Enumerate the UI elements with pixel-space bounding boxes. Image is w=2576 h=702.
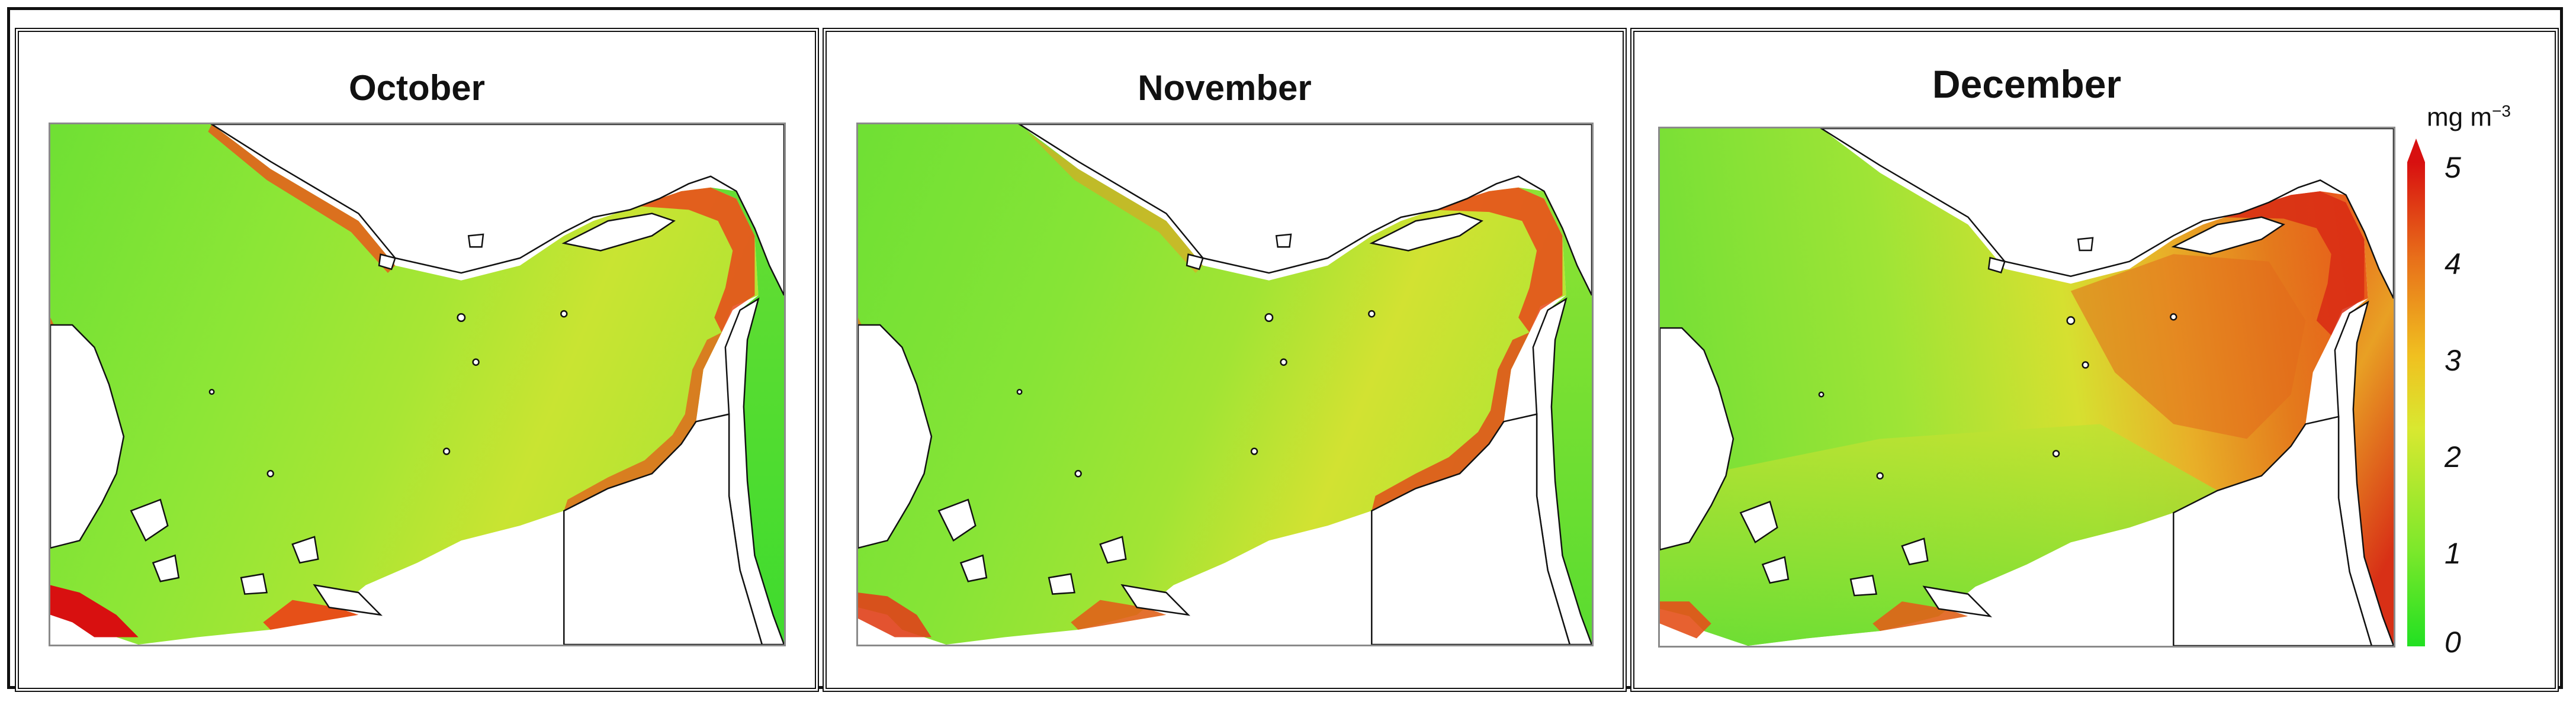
chlorophyll-map-october bbox=[50, 124, 784, 645]
small-island bbox=[457, 313, 466, 323]
central-bloom bbox=[2070, 254, 2306, 439]
small-island bbox=[442, 447, 451, 455]
sw-coast-bloom bbox=[858, 592, 932, 637]
gulf-water bbox=[858, 124, 1566, 645]
small-island bbox=[472, 358, 480, 366]
qeshm-island bbox=[2171, 216, 2285, 255]
strait-bloom bbox=[637, 187, 755, 333]
small-island bbox=[1074, 469, 1082, 478]
small-island bbox=[1250, 447, 1258, 455]
south-gulf-water bbox=[1660, 424, 2218, 646]
small-island bbox=[1280, 358, 1287, 366]
sw-coast-bloom bbox=[50, 585, 139, 637]
iran-land bbox=[1018, 124, 1592, 296]
arabia-land bbox=[1660, 327, 1735, 550]
qeshm-island bbox=[1369, 212, 1483, 252]
colorbar-arrow bbox=[2407, 139, 2425, 162]
small-island bbox=[2066, 316, 2076, 326]
panel-title: November bbox=[1138, 68, 1312, 108]
chlorophyll-map-december bbox=[1660, 128, 2394, 646]
gulf-water bbox=[50, 124, 759, 645]
colorbar-ramp bbox=[2407, 162, 2425, 646]
small-island bbox=[2170, 313, 2177, 321]
small-island bbox=[1368, 310, 1376, 318]
strait-bloom bbox=[1430, 187, 1563, 333]
panel-november: November bbox=[823, 28, 1627, 692]
small-island bbox=[2082, 361, 2089, 369]
small-island bbox=[2052, 450, 2060, 458]
east-coast-bloom bbox=[1371, 332, 1530, 511]
colorbar-tick-2: 2 bbox=[2445, 440, 2461, 474]
north-coast-bloom bbox=[1026, 131, 1203, 273]
panel-title: December bbox=[1932, 62, 2122, 106]
map-november bbox=[856, 123, 1594, 646]
south-island-1 bbox=[291, 536, 319, 564]
qatar-island-1 bbox=[1739, 500, 1778, 544]
uae-land bbox=[2173, 416, 2373, 646]
colorbar-unit: mg m−3 bbox=[2427, 102, 2511, 133]
south-island-2 bbox=[1120, 584, 1191, 616]
south-island-1 bbox=[1099, 536, 1127, 564]
north-island-1 bbox=[378, 253, 396, 271]
map-december bbox=[1658, 127, 2395, 648]
south-island-3 bbox=[1048, 573, 1075, 595]
small-island bbox=[266, 469, 274, 478]
south-island-1 bbox=[1901, 537, 1929, 566]
qatar-island-2 bbox=[152, 554, 180, 582]
qeshm-island bbox=[561, 212, 676, 252]
small-island bbox=[1264, 313, 1274, 323]
oman-water bbox=[1518, 187, 1592, 645]
qatar-island-1 bbox=[130, 498, 169, 542]
panel-title: October bbox=[348, 68, 486, 108]
colorbar-tick-0: 0 bbox=[2445, 626, 2461, 659]
small-island bbox=[1016, 389, 1023, 395]
south-island-2 bbox=[1922, 585, 1993, 617]
north-island-2 bbox=[1275, 233, 1292, 248]
uae-land bbox=[563, 413, 763, 645]
panel-december: December bbox=[1630, 28, 2559, 692]
colorbar bbox=[2407, 139, 2425, 646]
north-island-2 bbox=[2077, 237, 2094, 252]
south-island-2 bbox=[313, 584, 383, 616]
colorbar-tick-4: 4 bbox=[2445, 247, 2461, 281]
iran-land bbox=[210, 124, 784, 296]
small-island bbox=[1876, 472, 1884, 480]
strait-bloom bbox=[2217, 191, 2365, 336]
colorbar-unit-text: mg m bbox=[2427, 102, 2492, 132]
figure-frame: October bbox=[7, 7, 2563, 692]
east-coast-bloom bbox=[564, 332, 722, 511]
uae-land bbox=[1371, 413, 1571, 645]
north-island-2 bbox=[467, 233, 484, 248]
arabia-land bbox=[50, 324, 125, 549]
colorbar-tick-5: 5 bbox=[2445, 151, 2461, 184]
oman-water bbox=[2320, 191, 2394, 646]
qatar-island-2 bbox=[1761, 556, 1790, 584]
iran-land bbox=[1820, 128, 2394, 299]
colorbar-tick-1: 1 bbox=[2445, 537, 2461, 570]
colorbar-tick-3: 3 bbox=[2445, 344, 2461, 377]
chlorophyll-map-november bbox=[858, 124, 1592, 645]
colorbar-unit-exponent: −3 bbox=[2492, 102, 2511, 120]
south-island-3 bbox=[1849, 574, 1877, 597]
arabia-land bbox=[858, 324, 933, 549]
south-island-3 bbox=[240, 573, 268, 595]
qatar-island-2 bbox=[959, 554, 988, 582]
sw-coast-bloom bbox=[1660, 601, 1711, 639]
small-island bbox=[560, 310, 568, 318]
qatar-island-1 bbox=[937, 498, 977, 542]
oman-water bbox=[711, 187, 784, 645]
north-coast-bloom bbox=[208, 124, 396, 273]
small-island bbox=[1818, 391, 1825, 398]
north-island-1 bbox=[1186, 253, 1204, 271]
map-october bbox=[49, 123, 786, 646]
north-island-1 bbox=[1987, 256, 2006, 274]
small-island bbox=[208, 389, 215, 395]
panel-october: October bbox=[15, 28, 819, 692]
